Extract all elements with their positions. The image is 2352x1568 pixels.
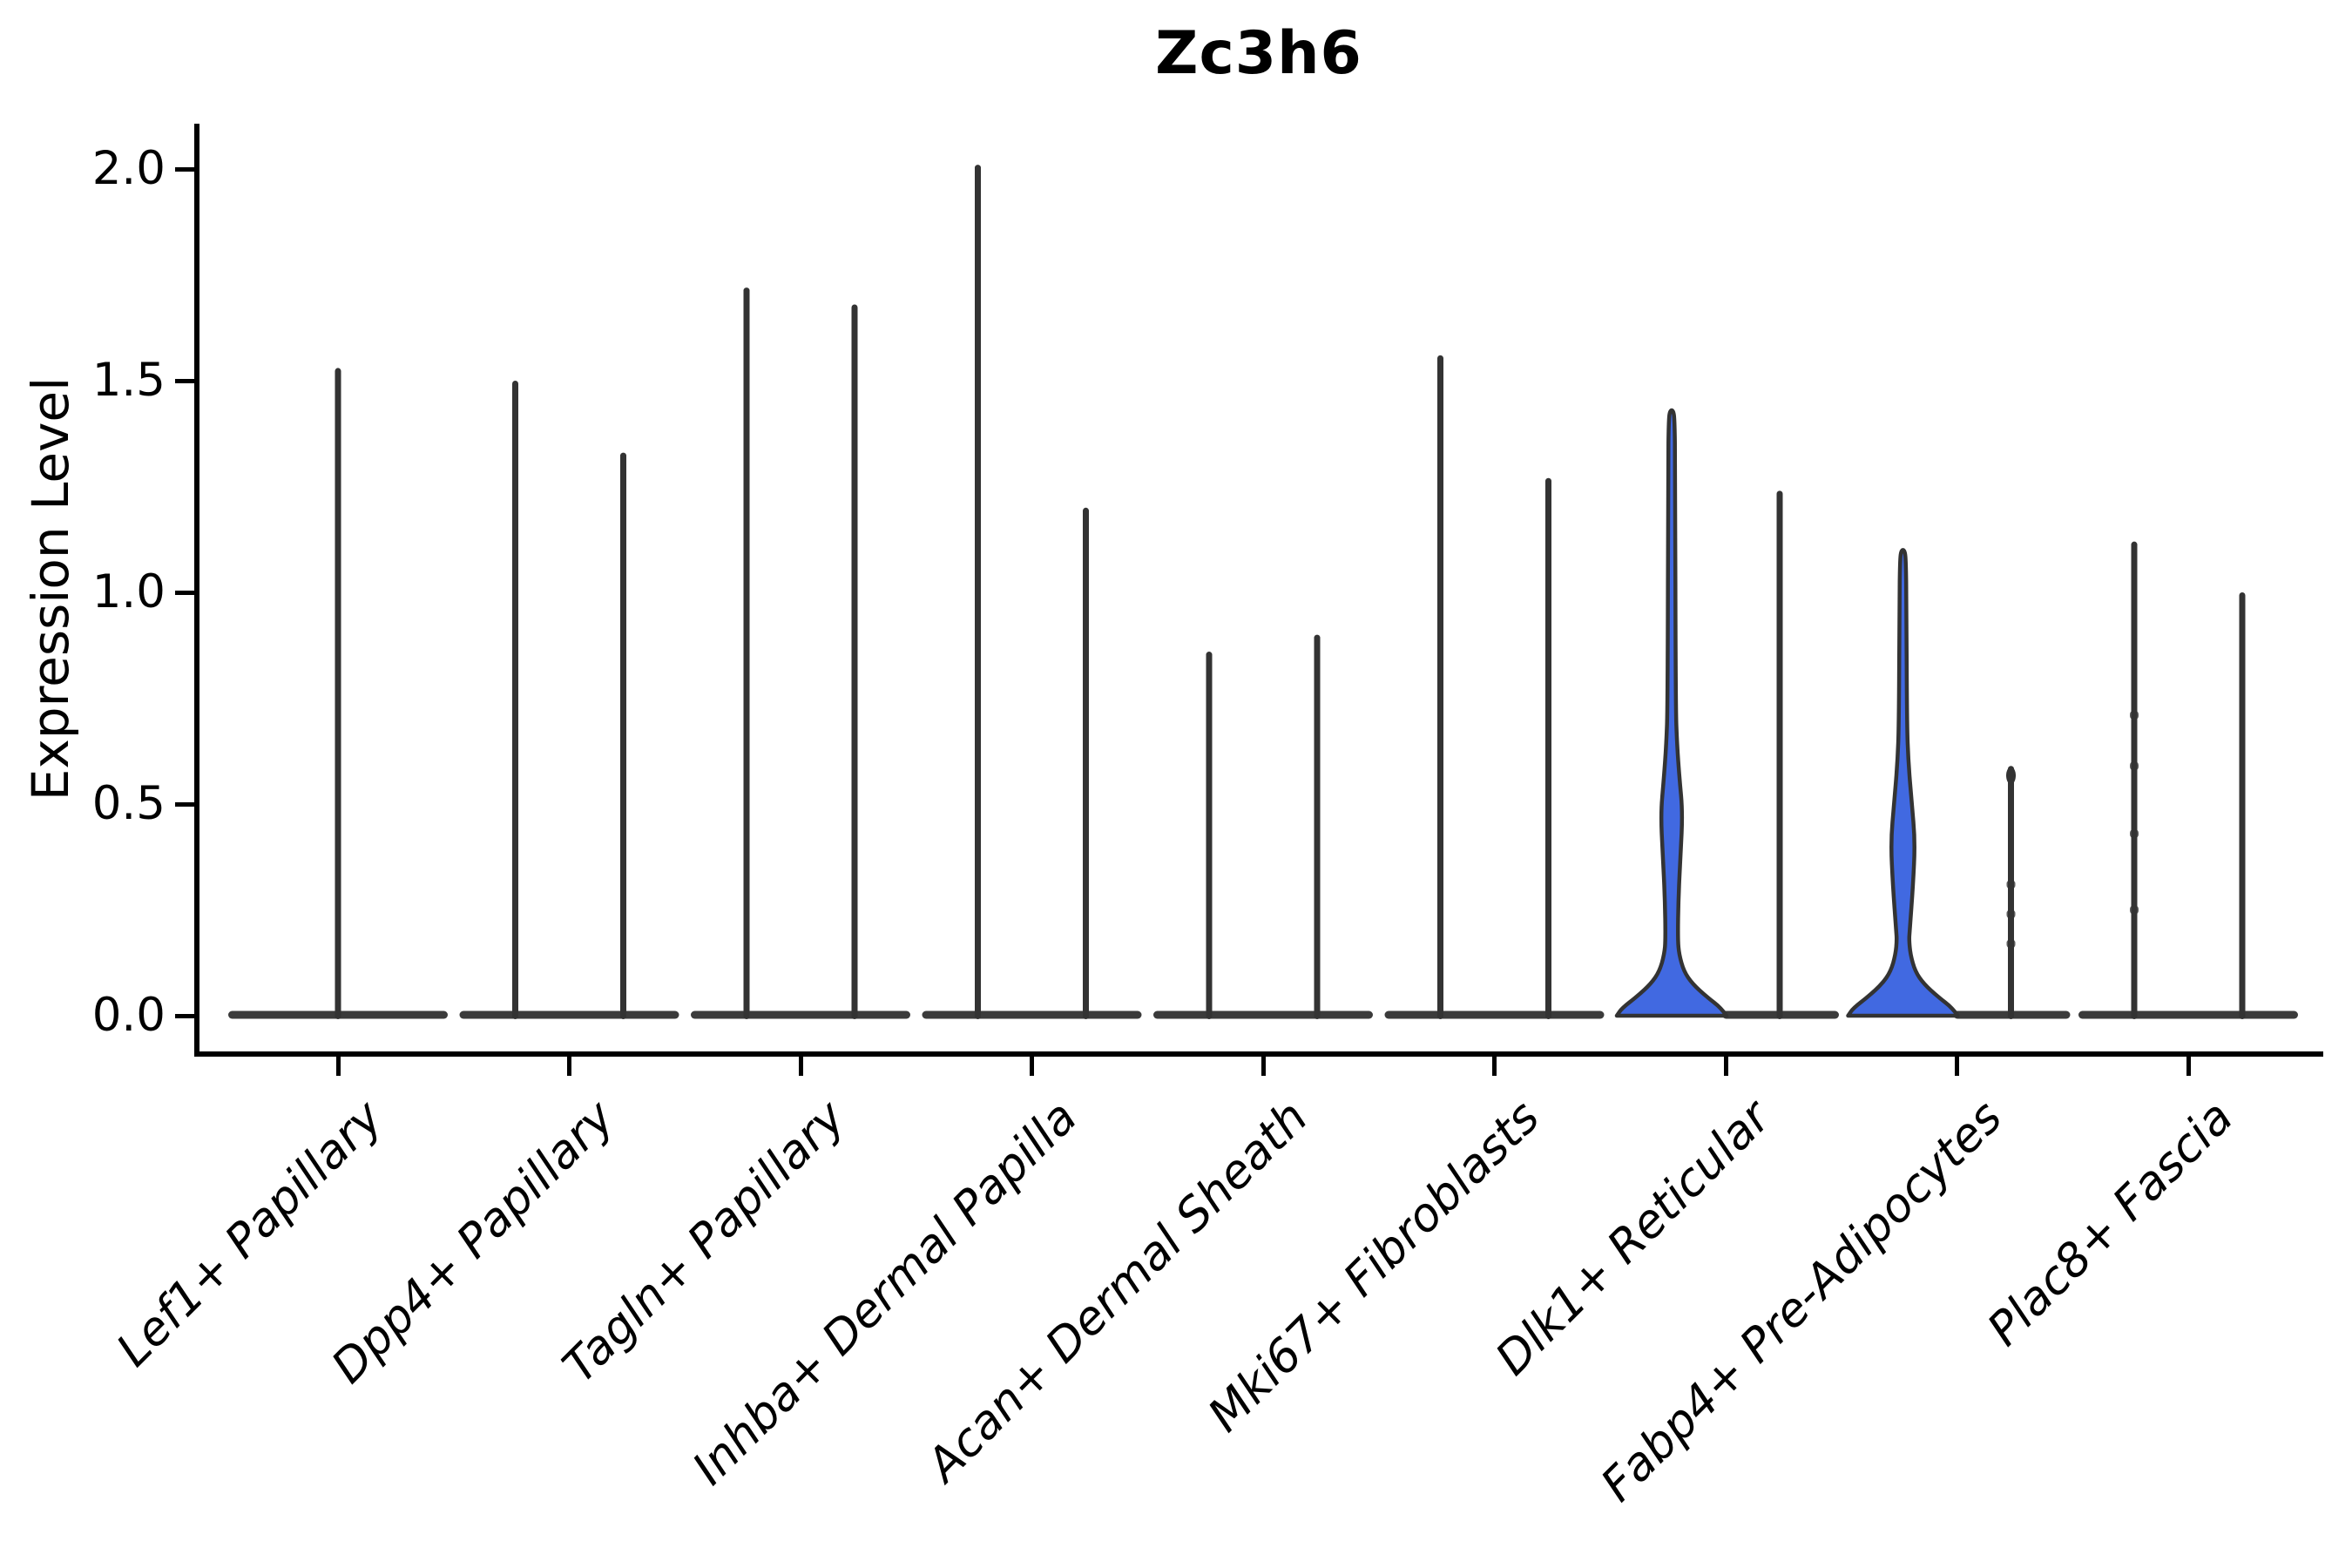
violin-spike [620, 452, 626, 1019]
y-tick-label: 1.0 [91, 565, 166, 618]
x-tick-mark [567, 1056, 571, 1076]
violin-spike-bump [2130, 761, 2139, 771]
x-tick-mark [1955, 1056, 1959, 1076]
chart-title: Zc3h6 [1155, 19, 1362, 88]
y-tick-mark [175, 801, 195, 807]
x-tick-mark [1723, 1056, 1728, 1076]
y-tick-label: 0.5 [91, 777, 166, 830]
y-tick-mark [175, 378, 195, 383]
violin-spike [512, 381, 518, 1019]
violin-spike [2131, 541, 2138, 1019]
violin-spike [335, 368, 341, 1019]
y-tick-label: 0.0 [91, 989, 166, 1042]
violin-spike [1437, 355, 1443, 1020]
violin-spike [1314, 634, 1321, 1019]
y-tick-label: 1.5 [91, 354, 166, 407]
violin-base-bar [691, 1010, 910, 1019]
violin-spike-bump [2130, 905, 2139, 915]
x-tick-mark [1030, 1056, 1034, 1076]
x-tick-mark [1492, 1056, 1497, 1076]
y-tick-mark [175, 166, 195, 172]
y-tick-label: 2.0 [91, 142, 166, 195]
violin-base-bar [459, 1010, 679, 1019]
violin-spike [1776, 490, 1783, 1019]
violin-spike [851, 304, 858, 1019]
violin-base-bar [2078, 1010, 2298, 1019]
x-tick-mark [2186, 1056, 2191, 1076]
violin-spike-bump [2006, 880, 2016, 889]
violin-spike [743, 287, 750, 1020]
violin-spike-bump [2006, 909, 2016, 919]
violin-spike [1083, 507, 1089, 1019]
y-tick-mark [175, 1013, 195, 1018]
violin-spike [2239, 592, 2246, 1019]
violin-spike-knob [2006, 767, 2016, 785]
violin-spike [1206, 652, 1213, 1019]
y-tick-mark [175, 590, 195, 595]
violin-spike [975, 165, 981, 1019]
violin-body-filled [1846, 548, 1960, 1018]
violin-base-bar [1384, 1010, 1605, 1019]
y-axis-spine [194, 124, 199, 1057]
violin-body-filled [1614, 408, 1729, 1018]
violin-spike [2008, 766, 2014, 1019]
violin-base-bar [1153, 1010, 1373, 1019]
x-tick-mark [798, 1056, 803, 1076]
violin-spike [1545, 477, 1551, 1019]
x-tick-mark [335, 1056, 341, 1076]
x-axis-spine [194, 1051, 2323, 1057]
violin-spike-bump [2130, 829, 2139, 839]
violin-spike-bump [2006, 939, 2016, 949]
violin-spike-bump [2130, 710, 2139, 720]
violin-base-bar [922, 1010, 1142, 1019]
x-tick-mark [1260, 1056, 1266, 1076]
